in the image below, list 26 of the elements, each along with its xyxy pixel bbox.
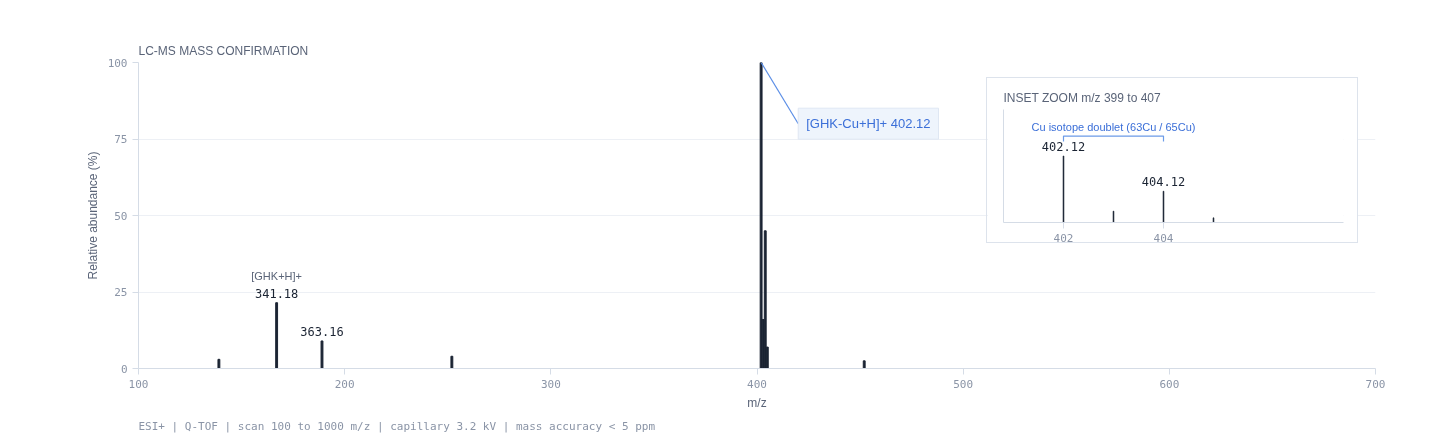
- x-axis-title: m/z: [747, 395, 767, 410]
- annotation: Cu isotope doublet (63Cu / 65Cu): [1031, 121, 1196, 134]
- x-tick-label: 404: [1153, 231, 1174, 245]
- y-axis-title: Relative abundance (%): [85, 151, 100, 280]
- chart-title: LC-MS MASS CONFIRMATION: [138, 43, 309, 58]
- annotation: 404.12: [1141, 175, 1186, 190]
- x-tick-label: 400: [747, 377, 767, 391]
- x-tick-label: 600: [1159, 377, 1180, 391]
- x-tick-label: 300: [540, 377, 561, 391]
- y-tick-label: 25: [114, 286, 128, 299]
- annotation: 402.12: [1041, 140, 1086, 155]
- annotation: [GHK+H]+: [251, 269, 303, 282]
- x-tick-label: 700: [1365, 377, 1386, 391]
- annotation: 341.18: [254, 286, 299, 301]
- x-tick-label: 100: [128, 377, 149, 391]
- y-tick-label: 75: [114, 133, 128, 146]
- y-tick-label: 50: [114, 209, 128, 223]
- y-tick-label: 100: [107, 56, 128, 70]
- x-tick-label: 500: [953, 377, 974, 391]
- x-tick-label: 402: [1053, 231, 1074, 245]
- annotation: [GHK-Cu+H]+ 402.12: [806, 116, 931, 132]
- y-tick-label: 0: [120, 362, 128, 376]
- chart-title: INSET ZOOM m/z 399 to 407: [1003, 90, 1161, 105]
- text: ESI+ | Q-TOF | scan 100 to 1000 m/z | capillary 3.2 kV | mass accuracy < 5 ppm: [138, 419, 656, 433]
- x-tick-label: 200: [334, 377, 355, 391]
- annotation: 363.16: [300, 324, 344, 339]
